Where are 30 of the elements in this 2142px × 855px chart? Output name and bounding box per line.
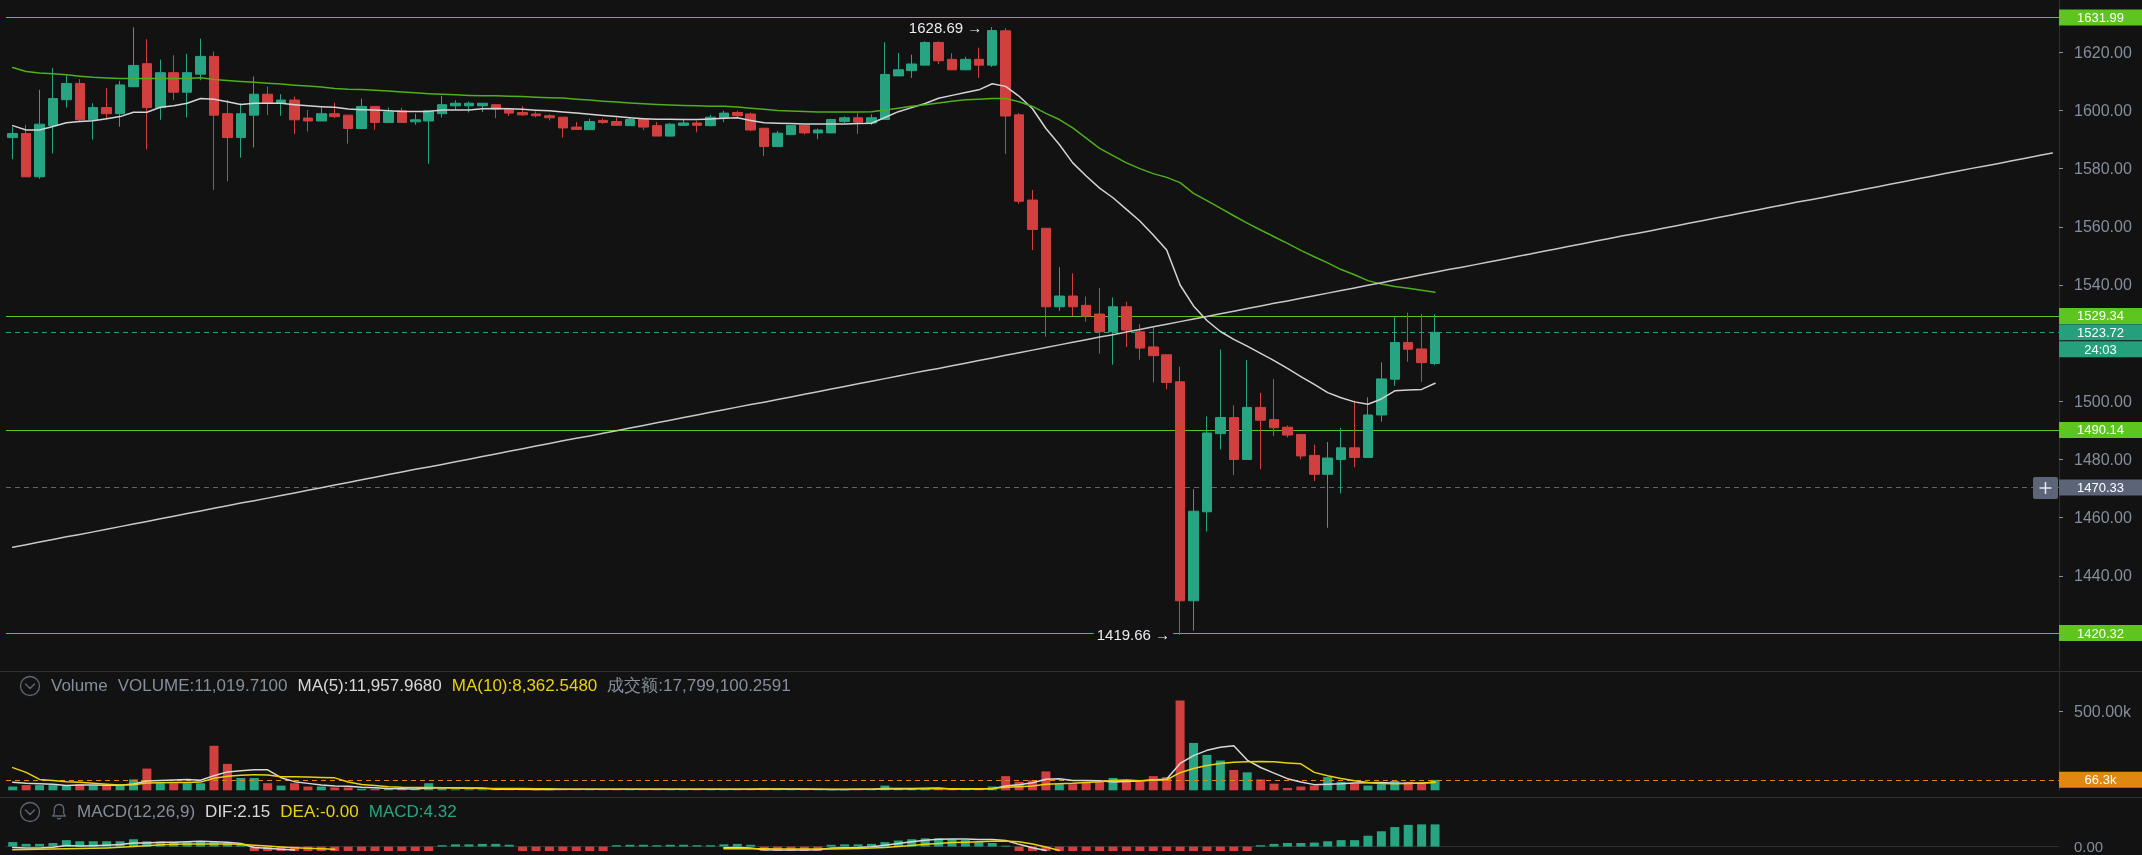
- y-tick-label: 1480.00: [2074, 450, 2132, 468]
- ref-line-label: 1529.34: [2077, 308, 2124, 324]
- y-tick-label: 1560.00: [2074, 218, 2132, 236]
- text: 24:03: [2084, 341, 2117, 357]
- annotation: 成交额:17,799,100.2591: [607, 676, 791, 696]
- series-label: MACD:4.32: [368, 802, 457, 822]
- chart-title: Volume: [51, 676, 108, 696]
- ref-line-label: 1470.33: [2077, 480, 2124, 496]
- y-tick-label: 500.00k: [2074, 703, 2132, 721]
- annotation: 1628.69 →: [908, 18, 983, 36]
- y-tick-label: 1540.00: [2074, 276, 2132, 294]
- text: MA(5):11,957.9680: [297, 676, 442, 696]
- y-tick-label: 1600.00: [2074, 102, 2132, 119]
- series-label: DIF:2.15: [205, 802, 271, 822]
- y-tick-label: 1500.00: [2074, 392, 2132, 410]
- ref-line-label: 66.3k: [2084, 772, 2117, 788]
- ref-line-label: 1631.99: [2077, 9, 2124, 25]
- y-tick-label: 1580.00: [2074, 160, 2132, 178]
- ref-line-label: 1490.14: [2077, 422, 2124, 438]
- series-label: DEA:-0.00: [280, 802, 359, 822]
- y-tick-label: 1460.00: [2074, 509, 2132, 527]
- chart-title: MACD(12,26,9): [77, 802, 196, 822]
- ref-line-label: 1420.32: [2077, 625, 2124, 641]
- text: 0.00: [2074, 838, 2104, 855]
- text: MA(10):8,362.5480: [451, 676, 598, 696]
- annotation: 1419.66 →: [1096, 626, 1171, 644]
- y-tick-label: 1620.00: [2074, 43, 2132, 61]
- y-tick-label: 1440.00: [2074, 567, 2132, 585]
- annotation: VOLUME:11,019.7100: [117, 676, 288, 696]
- ref-line-label: 1523.72: [2077, 324, 2124, 340]
